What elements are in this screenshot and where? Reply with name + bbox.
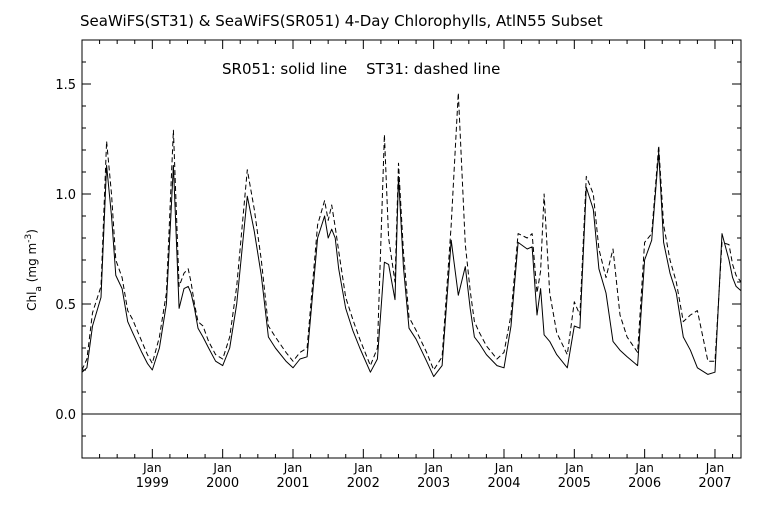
x-tick-year-label: 2000 (206, 476, 239, 491)
x-tick-year-label: 1999 (136, 476, 169, 491)
series-line-sr051 (81, 151, 742, 378)
x-tick-year-label: 2004 (487, 476, 520, 491)
y-axis-label-sub: a (34, 286, 44, 292)
legend-annotation: SR051: solid line ST31: dashed line (222, 60, 500, 78)
plot-frame (81, 39, 742, 459)
y-axis-label-main: Chl (25, 292, 39, 311)
y-tick-label: 1.5 (55, 78, 76, 93)
chart-title: SeaWiFS(ST31) & SeaWiFS(SR051) 4-Day Chl… (80, 12, 603, 30)
series-line-st31 (81, 92, 742, 371)
y-axis-label-unit-exponent: -3 (24, 234, 34, 243)
y-axis-label: Chla (mg m-3) (24, 229, 44, 311)
x-tick-year-label: 2005 (558, 476, 591, 491)
x-tick-month-label: Jan (353, 461, 373, 475)
x-tick-month-label: Jan (634, 461, 654, 475)
x-tick-year-label: 2007 (698, 476, 731, 491)
x-tick-month-label: Jan (423, 461, 443, 475)
x-tick-year-label: 2001 (276, 476, 309, 491)
y-tick-label: 1.0 (55, 188, 76, 203)
x-tick-month-label: Jan (494, 461, 514, 475)
y-tick-label: 0.0 (55, 408, 76, 423)
x-tick-year-label: 2003 (417, 476, 450, 491)
y-axis-label-unit-close: ) (25, 229, 39, 234)
x-tick-month-label: Jan (283, 461, 303, 475)
x-tick-year-label: 2002 (347, 476, 380, 491)
x-tick-month-label: Jan (142, 461, 162, 475)
y-axis-label-unit: (mg m (25, 243, 39, 286)
y-tick-label: 0.5 (55, 298, 76, 313)
x-tick-month-label: Jan (705, 461, 725, 475)
x-tick-year-label: 2006 (628, 476, 661, 491)
x-tick-month-label: Jan (212, 461, 232, 475)
plot-area: 0.00.51.01.5Jan1999Jan2000Jan2001Jan2002… (55, 39, 742, 491)
x-tick-month-label: Jan (564, 461, 584, 475)
